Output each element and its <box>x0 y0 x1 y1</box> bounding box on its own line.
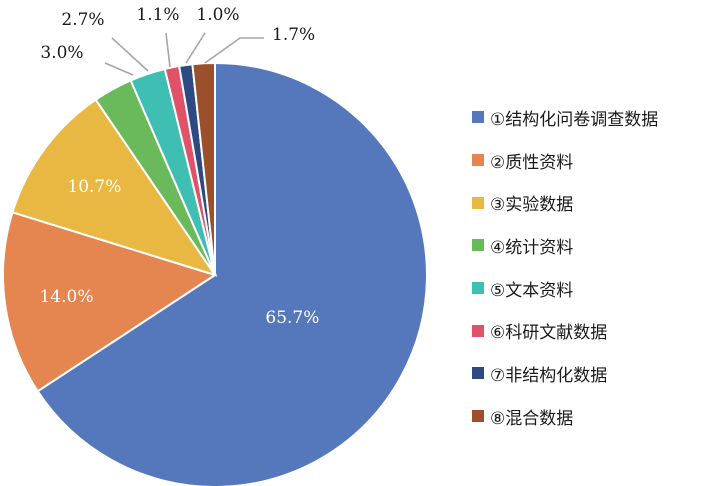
pie-slice <box>36 61 428 486</box>
legend-label: ②质性资料 <box>490 152 574 173</box>
legend-item: ⑦非结构化数据 <box>472 352 706 395</box>
leader-line <box>111 37 149 72</box>
legend-label: ⑤文本资料 <box>490 280 574 301</box>
slice-data-label: 2.7% <box>61 10 104 30</box>
legend-swatch <box>472 324 484 337</box>
slice-data-label: 65.7% <box>265 308 319 328</box>
legend-label: ⑦非结构化数据 <box>490 365 608 386</box>
legend-label: ⑧混合数据 <box>490 408 574 429</box>
pie-slice <box>11 98 218 277</box>
legend-label: ⑥科研文献数据 <box>490 323 608 344</box>
slice-data-label: 1.1% <box>136 5 179 25</box>
slice-data-label: 14.0% <box>39 287 93 307</box>
legend-swatch <box>472 154 484 167</box>
leader-line <box>165 32 171 68</box>
legend-item: ④统计资料 <box>472 224 706 267</box>
legend-swatch <box>472 196 484 209</box>
leader-line <box>185 32 206 64</box>
pie-slice <box>191 61 216 276</box>
pie-slice <box>2 211 218 393</box>
slice-data-label: 10.7% <box>67 177 121 197</box>
slice-data-label: 1.0% <box>196 5 239 25</box>
legend-label: ①结构化问卷调查数据 <box>490 109 659 130</box>
legend-swatch <box>472 410 484 423</box>
legend-item: ①结构化问卷调查数据 <box>472 96 706 139</box>
legend: ①结构化问卷调查数据 ②质性资料 ③实验数据 ④统计资料 ⑤文本资料 ⑥科研文献… <box>472 96 706 438</box>
legend-item: ⑧混合数据 <box>472 395 706 438</box>
legend-swatch <box>472 111 484 124</box>
leader-line <box>204 37 264 64</box>
legend-item: ⑤文本资料 <box>472 267 706 310</box>
legend-item: ③实验数据 <box>472 181 706 224</box>
leader-line <box>104 62 134 76</box>
legend-item: ②质性资料 <box>472 139 706 182</box>
slice-data-label: 1.7% <box>272 25 315 45</box>
legend-swatch <box>472 239 484 252</box>
legend-swatch <box>472 367 484 380</box>
legend-label: ④统计资料 <box>490 237 574 258</box>
slice-data-label: 3.0% <box>40 43 83 63</box>
legend-swatch <box>472 282 484 295</box>
legend-label: ③实验数据 <box>490 195 574 216</box>
legend-item: ⑥科研文献数据 <box>472 309 706 352</box>
